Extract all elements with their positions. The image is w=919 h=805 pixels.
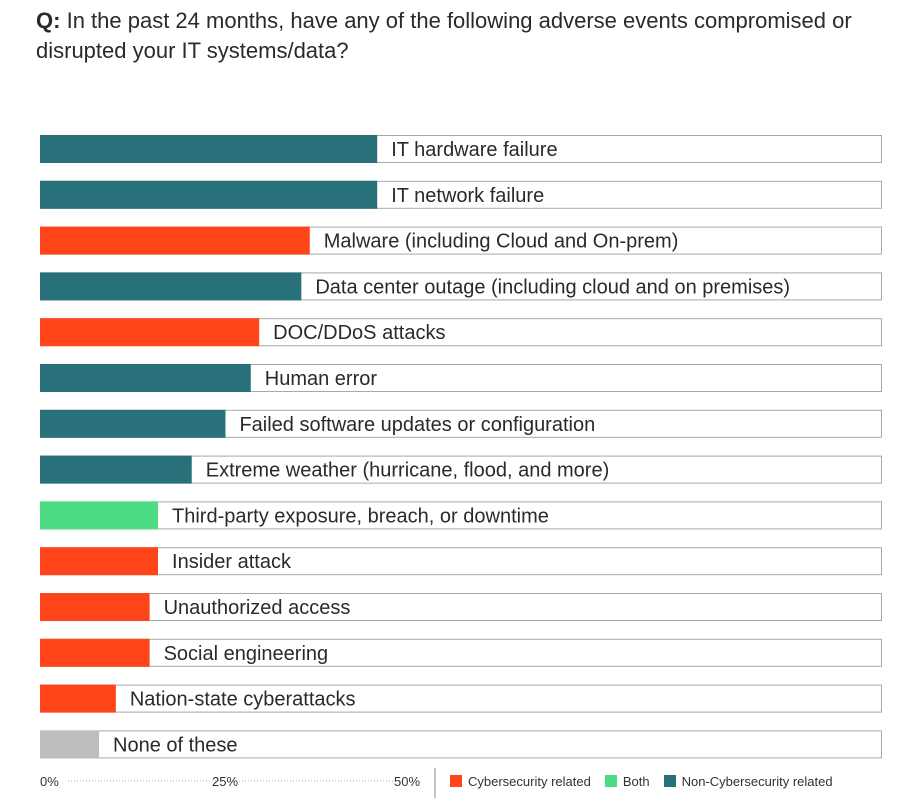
legend-label-cyber: Cybersecurity related	[468, 773, 591, 789]
bar-track	[40, 638, 882, 667]
bar	[40, 455, 192, 484]
bar	[40, 638, 150, 667]
bar-label: Malware (including Cloud and On-prem)	[324, 231, 679, 253]
question-title: Q: In the past 24 months, have any of th…	[36, 6, 896, 66]
bar-label: None of these	[113, 734, 238, 756]
x-tick-label: 25%	[212, 774, 238, 789]
bar-label: Third-party exposure, breach, or downtim…	[172, 505, 549, 527]
bar-label: DOC/DDoS attacks	[273, 322, 445, 344]
legend: Cybersecurity related Both Non-Cybersecu…	[450, 772, 833, 790]
bar-label: Human error	[265, 368, 378, 390]
bar	[40, 226, 310, 255]
bar	[40, 180, 378, 209]
bar	[40, 318, 260, 347]
bar	[40, 593, 150, 621]
bar-label: Failed software updates or configuration	[239, 414, 595, 436]
x-tick-label: 50%	[394, 774, 420, 789]
bar-label: Social engineering	[164, 643, 329, 665]
bar	[40, 547, 159, 576]
bar-track	[40, 593, 882, 621]
bar	[40, 409, 226, 438]
bar-label: Unauthorized access	[164, 597, 351, 619]
question-text: In the past 24 months, have any of the f…	[36, 8, 852, 63]
legend-item-noncyber: Non-Cybersecurity related	[663, 773, 833, 789]
bar-label: IT hardware failure	[391, 139, 557, 161]
bar-label: Data center outage (including cloud and …	[315, 276, 790, 298]
bar	[40, 730, 100, 759]
bar-label: Extreme weather (hurricane, flood, and m…	[206, 460, 610, 482]
legend-swatch-cyber	[450, 775, 462, 787]
bar-label: Insider attack	[172, 551, 292, 573]
legend-item-cyber: Cybersecurity related	[450, 774, 591, 789]
bar	[40, 135, 378, 163]
legend-item-both: Both	[604, 773, 650, 789]
legend-swatch-noncyber	[663, 775, 676, 787]
bar	[40, 364, 251, 392]
legend-swatch-both	[604, 775, 617, 787]
bar	[40, 501, 159, 530]
bar	[40, 684, 116, 713]
bar-label: IT network failure	[391, 185, 544, 207]
x-tick-label: 0%	[40, 774, 59, 789]
legend-label-noncyber: Non-Cybersecurity related	[681, 773, 833, 789]
bar	[40, 272, 302, 301]
bar-label: Nation-state cyberattacks	[130, 689, 356, 711]
legend-label-both: Both	[622, 773, 650, 789]
bar-track	[40, 547, 882, 576]
question-prefix: Q:	[36, 8, 61, 33]
bar-track	[40, 684, 882, 713]
